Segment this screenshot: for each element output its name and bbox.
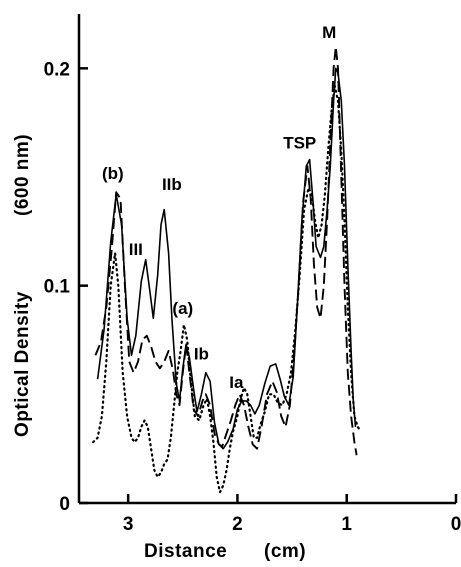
x-axis-title: Distance <box>144 541 227 562</box>
x-axis-unit: (cm) <box>264 541 306 562</box>
tick-labels: 0 0.1 0.2 3 2 1 0 <box>44 59 461 535</box>
series-dotted-line <box>92 84 362 494</box>
x-tick-label: 0 <box>451 514 461 535</box>
y-axis-unit: (600 nm) <box>12 134 33 216</box>
peak-label: Ia <box>229 373 244 392</box>
y-tick-label: 0.2 <box>44 59 70 80</box>
peak-label: TSP <box>283 134 316 153</box>
peak-label: M <box>322 23 336 42</box>
plot-lines <box>92 45 362 494</box>
x-tick-label: 3 <box>123 514 134 535</box>
peak-label: (b) <box>102 164 124 183</box>
series-dashed-line <box>94 45 358 456</box>
y-tick-label: 0 <box>59 494 70 515</box>
peak-label: IIb <box>162 175 182 194</box>
peak-label: Ib <box>194 345 209 364</box>
x-axis <box>79 494 458 505</box>
y-axis-title: Optical Density <box>12 291 33 437</box>
y-tick-label: 0.1 <box>44 277 71 298</box>
peak-label: (a) <box>172 299 193 318</box>
series-solid-line <box>96 67 357 450</box>
x-tick-label: 2 <box>232 514 243 535</box>
y-axis <box>77 14 88 505</box>
peak-labels: (b) III IIb (a) Ib Ia TSP M <box>102 23 336 392</box>
peak-label: III <box>129 240 143 259</box>
x-tick-label: 1 <box>341 514 352 535</box>
